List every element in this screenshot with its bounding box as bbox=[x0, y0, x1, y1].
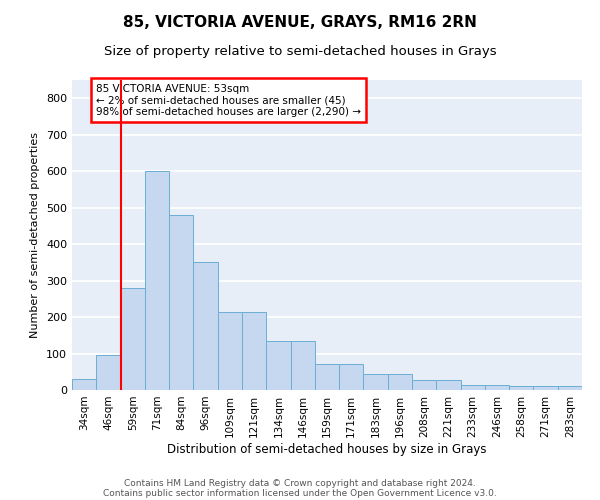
Bar bbox=[169, 215, 193, 390]
Bar bbox=[242, 312, 266, 390]
Bar bbox=[485, 384, 509, 390]
Bar bbox=[364, 374, 388, 390]
Text: Size of property relative to semi-detached houses in Grays: Size of property relative to semi-detach… bbox=[104, 45, 496, 58]
Bar bbox=[266, 341, 290, 390]
Bar bbox=[218, 312, 242, 390]
Y-axis label: Number of semi-detached properties: Number of semi-detached properties bbox=[31, 132, 40, 338]
Bar bbox=[339, 364, 364, 390]
Bar bbox=[461, 384, 485, 390]
Bar bbox=[388, 374, 412, 390]
Bar bbox=[558, 386, 582, 390]
Text: Contains public sector information licensed under the Open Government Licence v3: Contains public sector information licen… bbox=[103, 488, 497, 498]
Bar bbox=[145, 171, 169, 390]
Bar bbox=[436, 380, 461, 390]
X-axis label: Distribution of semi-detached houses by size in Grays: Distribution of semi-detached houses by … bbox=[167, 442, 487, 456]
Bar bbox=[96, 354, 121, 390]
Text: 85, VICTORIA AVENUE, GRAYS, RM16 2RN: 85, VICTORIA AVENUE, GRAYS, RM16 2RN bbox=[123, 15, 477, 30]
Bar bbox=[121, 288, 145, 390]
Text: 85 VICTORIA AVENUE: 53sqm
← 2% of semi-detached houses are smaller (45)
98% of s: 85 VICTORIA AVENUE: 53sqm ← 2% of semi-d… bbox=[96, 84, 361, 117]
Bar bbox=[509, 386, 533, 390]
Bar bbox=[315, 364, 339, 390]
Bar bbox=[193, 262, 218, 390]
Bar bbox=[72, 379, 96, 390]
Bar bbox=[412, 380, 436, 390]
Bar bbox=[290, 341, 315, 390]
Text: Contains HM Land Registry data © Crown copyright and database right 2024.: Contains HM Land Registry data © Crown c… bbox=[124, 478, 476, 488]
Bar bbox=[533, 386, 558, 390]
